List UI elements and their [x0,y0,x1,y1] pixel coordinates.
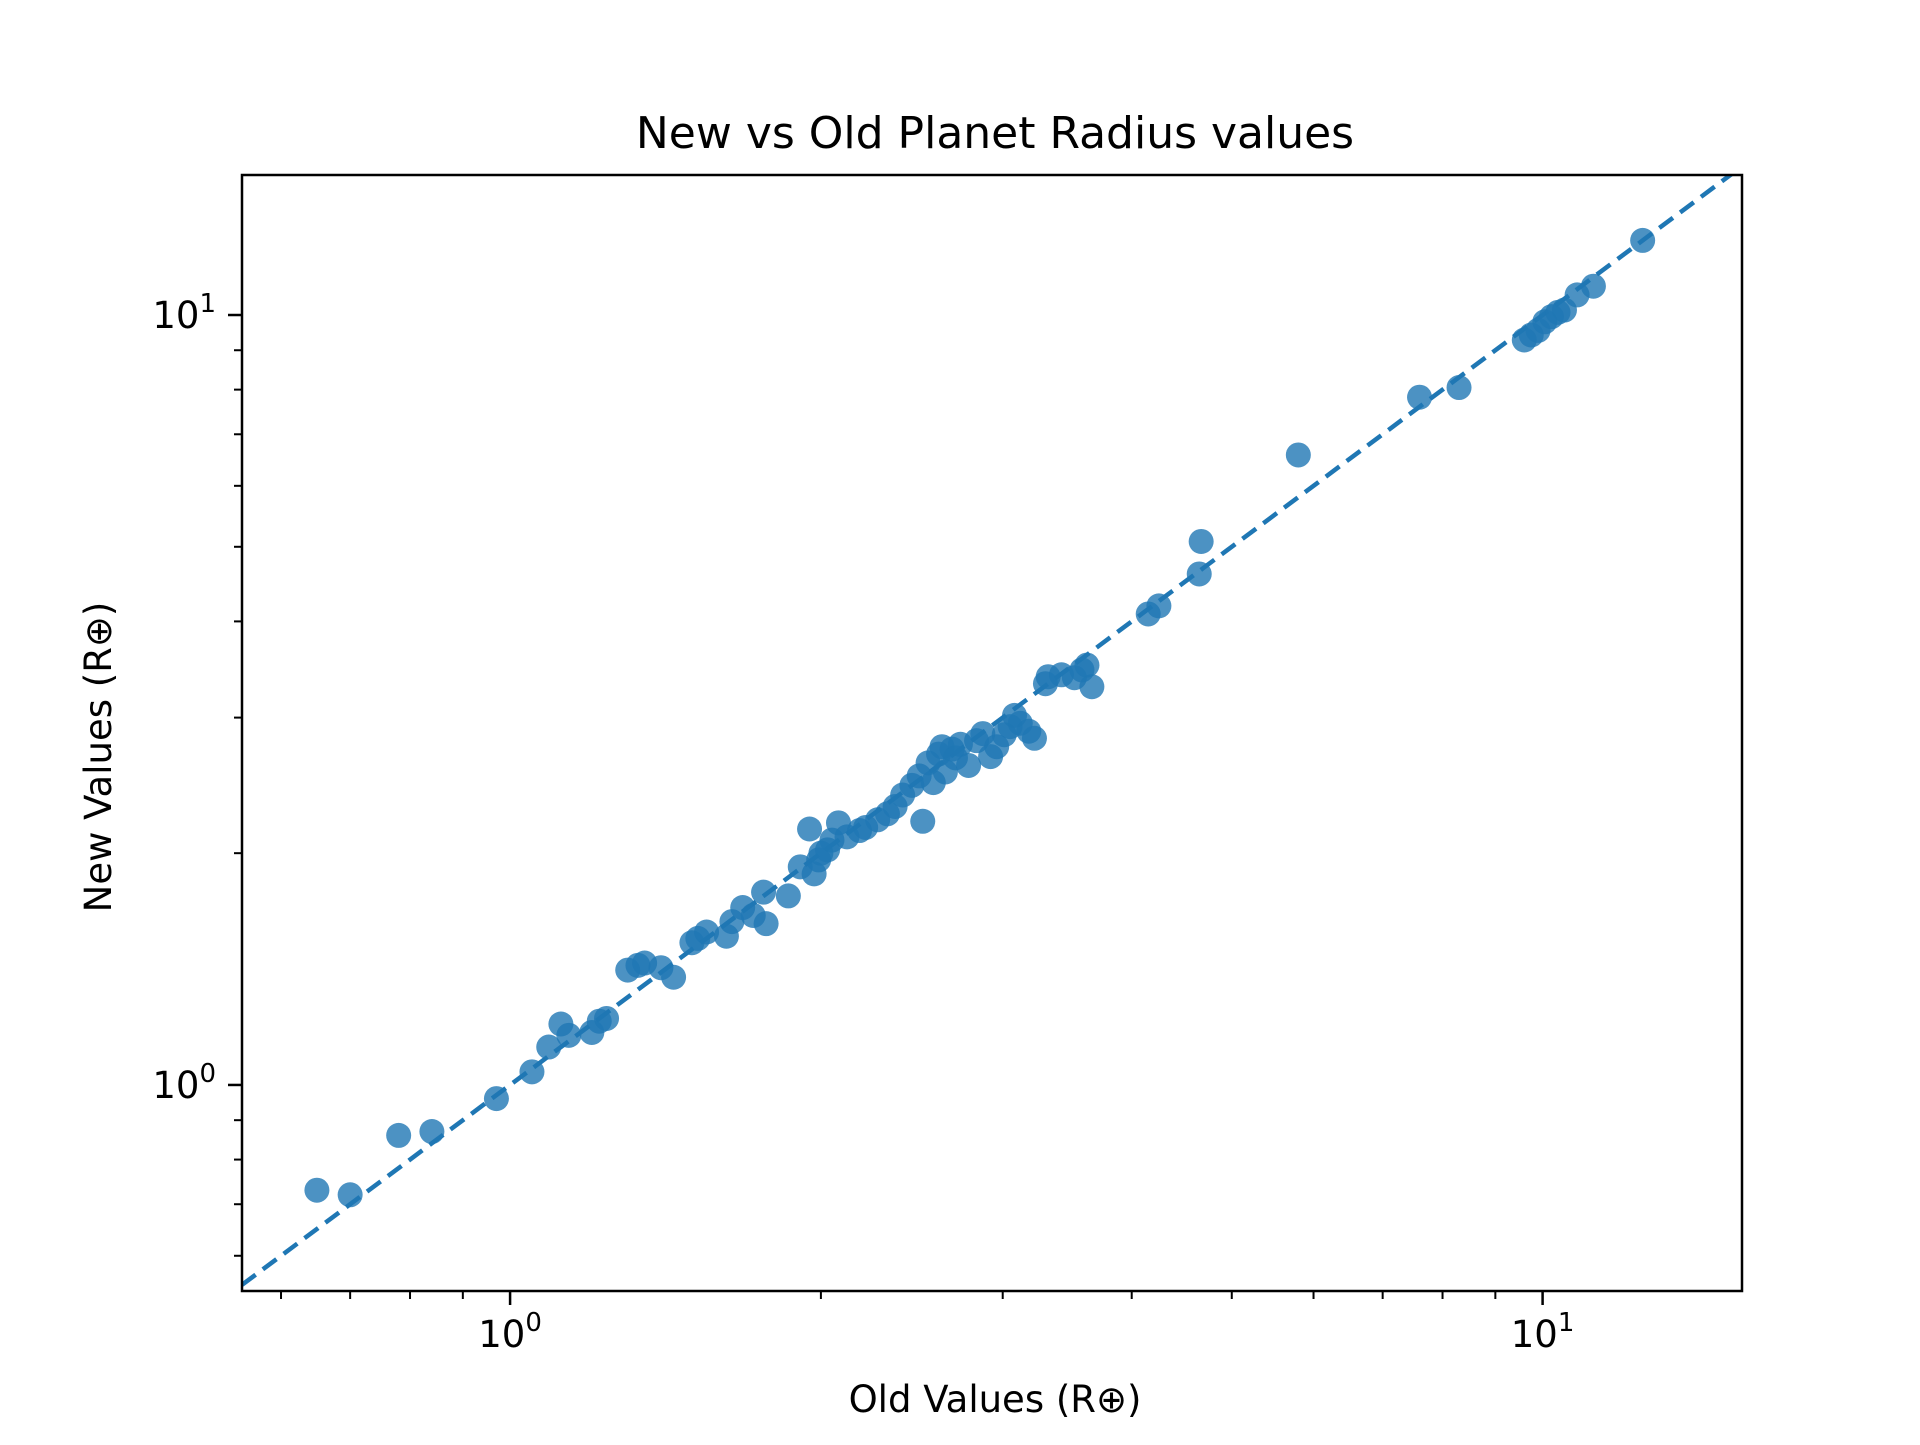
data-point [1630,227,1656,253]
data-point [594,1005,620,1031]
data-point [386,1122,412,1148]
data-point [483,1086,509,1112]
data-point [1285,442,1311,468]
data-point [1146,593,1172,619]
data-point [1407,384,1433,410]
y-tick-label: 101 [152,289,216,337]
data-point [751,879,777,905]
chart-title: New vs Old Planet Radius values [636,108,1354,159]
x-tick-label: 101 [1511,1308,1575,1356]
y-axis-label: New Values (R⊕) [77,602,120,913]
data-point [1580,273,1606,299]
data-point [910,808,936,834]
data-point [536,1034,562,1060]
data-point [797,816,823,842]
x-axis-label: Old Values (R⊕) [849,1378,1142,1421]
data-point [775,883,801,909]
axes-frame [240,173,1744,1293]
data-point [1074,652,1100,678]
data-point [956,752,982,778]
data-point [304,1177,330,1203]
data-point [337,1182,363,1208]
x-tick-label: 100 [478,1308,542,1356]
plot-area: 100 101 100 101 [152,173,1744,1356]
data-point [661,964,687,990]
data-point [1079,674,1105,700]
y-tick-label: 100 [152,1059,216,1107]
data-point [1188,528,1214,554]
data-point [1186,561,1212,587]
data-point [1446,375,1472,401]
data-point [694,919,720,945]
data-point [556,1022,582,1048]
data-point [419,1119,445,1145]
data-point [519,1059,545,1085]
data-point [1021,725,1047,751]
data-point [753,911,779,937]
